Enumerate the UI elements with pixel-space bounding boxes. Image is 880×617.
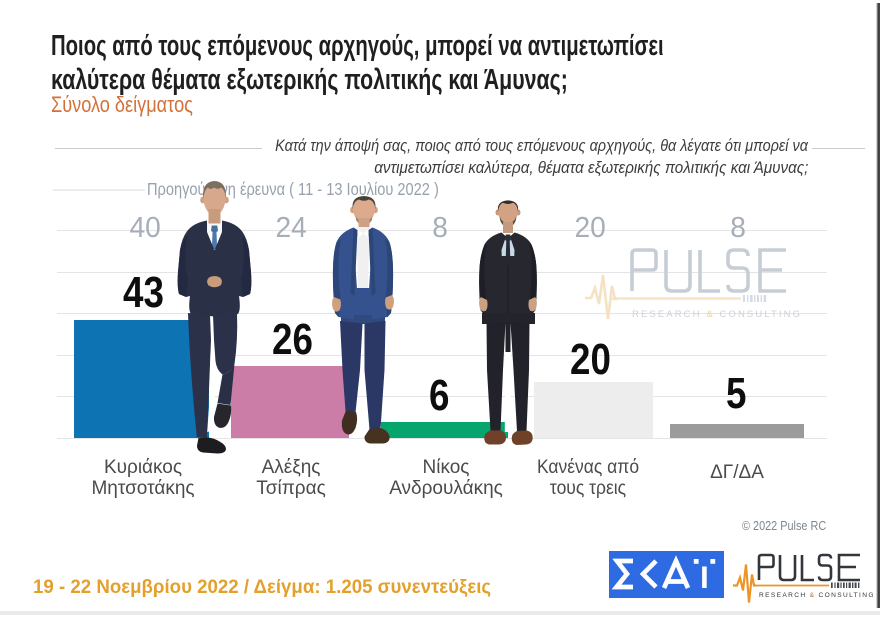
svg-text:RESEARCH & CONSULTING: RESEARCH & CONSULTING	[759, 592, 875, 599]
svg-text:RESEARCH & CONSULTING: RESEARCH & CONSULTING	[632, 309, 802, 320]
